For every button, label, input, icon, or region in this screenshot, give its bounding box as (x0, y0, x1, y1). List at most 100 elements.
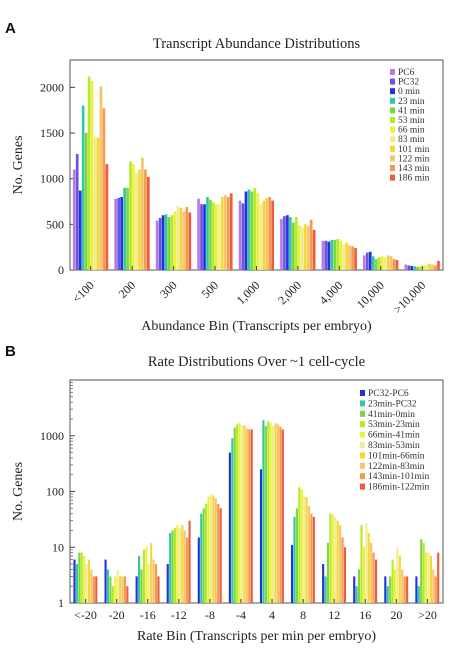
b-x-tick-label: 8 (300, 608, 306, 622)
a-bar (297, 225, 301, 270)
b-x-tick-label: -8 (205, 608, 215, 622)
b-bar (353, 576, 356, 603)
a-bar (164, 214, 168, 270)
b-bar (126, 586, 129, 603)
b-legend-swatch (360, 473, 365, 480)
b-legend-label: 143min-101min (368, 472, 429, 482)
b-bar (123, 576, 127, 603)
a-legend-label: PC32 (398, 78, 419, 88)
a-bar (339, 240, 343, 270)
a-bar (392, 259, 396, 270)
b-bar (186, 537, 189, 603)
b-bar (269, 422, 272, 603)
b-legend-swatch (360, 400, 365, 407)
a-bar (422, 265, 425, 270)
b-bar (150, 542, 153, 603)
b-x-tick-label: >20 (418, 608, 437, 622)
b-bar (83, 555, 86, 603)
b-bar (331, 514, 334, 603)
a-x-tick-label: 200 (116, 278, 139, 301)
b-bar (336, 520, 339, 603)
a-bar (265, 197, 269, 270)
b-bar (281, 429, 284, 603)
a-y-tick-label: 1000 (40, 172, 64, 186)
a-legend-label: 41 min (398, 106, 425, 116)
b-bar (197, 537, 200, 603)
b-bar (358, 569, 361, 603)
b-bar (171, 530, 174, 603)
a-bar (368, 251, 372, 270)
a-bar (309, 219, 313, 270)
a-y-tick-label: 500 (46, 217, 64, 231)
a-bar (132, 164, 135, 270)
a-bar (286, 215, 289, 270)
b-bar (75, 564, 78, 603)
a-x-tick-label: 300 (157, 278, 180, 301)
b-bar (135, 576, 138, 603)
a-bar (188, 212, 192, 270)
panel-label-b: B (5, 343, 16, 360)
a-legend-swatch (390, 117, 395, 123)
b-legend-label: PC32-PC6 (368, 389, 409, 399)
b-bar (145, 547, 148, 603)
b-bar (219, 508, 222, 603)
b-bar (372, 552, 375, 603)
a-y-tick-label: 1500 (40, 126, 64, 140)
b-bar (341, 537, 344, 603)
a-bar (389, 256, 393, 270)
b-bar (188, 520, 191, 603)
a-bar (167, 217, 171, 270)
a-bar (354, 248, 357, 270)
b-bar (295, 508, 298, 603)
a-bar (212, 202, 215, 270)
a-bar (161, 215, 165, 270)
b-legend-swatch (360, 483, 365, 490)
b-bar (276, 424, 280, 603)
a-legend-label: 101 min (398, 145, 430, 155)
b-bar (154, 564, 158, 603)
a-bar (173, 211, 177, 270)
a-bar (280, 218, 283, 270)
b-legend-swatch (360, 452, 365, 459)
a-bar (215, 204, 218, 270)
b-bar (298, 487, 301, 603)
a-bar (262, 200, 266, 270)
b-bar (274, 422, 277, 603)
a-bar (120, 196, 123, 270)
a-bar (283, 216, 286, 270)
b-legend-label: 186min-122min (368, 483, 429, 493)
b-bar (114, 576, 117, 603)
a-bar (413, 266, 417, 270)
a-bar (312, 229, 316, 270)
b-bar (80, 552, 83, 603)
b-y-axis-label: No. Genes (11, 462, 26, 521)
a-legend-swatch (390, 155, 395, 162)
b-bar (262, 420, 265, 603)
a-bar (185, 207, 189, 270)
b-bar (243, 425, 246, 603)
b-legend-swatch (360, 442, 365, 448)
a-bar (431, 264, 434, 270)
b-y-tick-label: 100 (46, 485, 64, 499)
a-bar (200, 204, 203, 270)
a-bar (129, 161, 132, 270)
a-x-tick-label: 1,000 (234, 278, 263, 307)
a-bar (247, 189, 251, 270)
b-legend-label: 122min-83min (368, 462, 425, 472)
b-bar (267, 421, 270, 603)
b-bar (212, 495, 215, 603)
b-bar (367, 533, 370, 603)
a-legend-swatch (390, 165, 395, 171)
b-bar (334, 516, 337, 603)
b-bar (78, 552, 81, 603)
b-bar (181, 525, 184, 603)
b-bar (370, 542, 373, 603)
b-bar (166, 564, 169, 603)
b-x-tick-label: <-20 (74, 608, 97, 622)
a-bar (404, 264, 408, 270)
b-y-tick-label: 1 (58, 596, 64, 610)
a-bar (123, 187, 126, 270)
b-bar (109, 576, 112, 603)
a-bar (238, 200, 242, 270)
b-bar (73, 559, 76, 603)
